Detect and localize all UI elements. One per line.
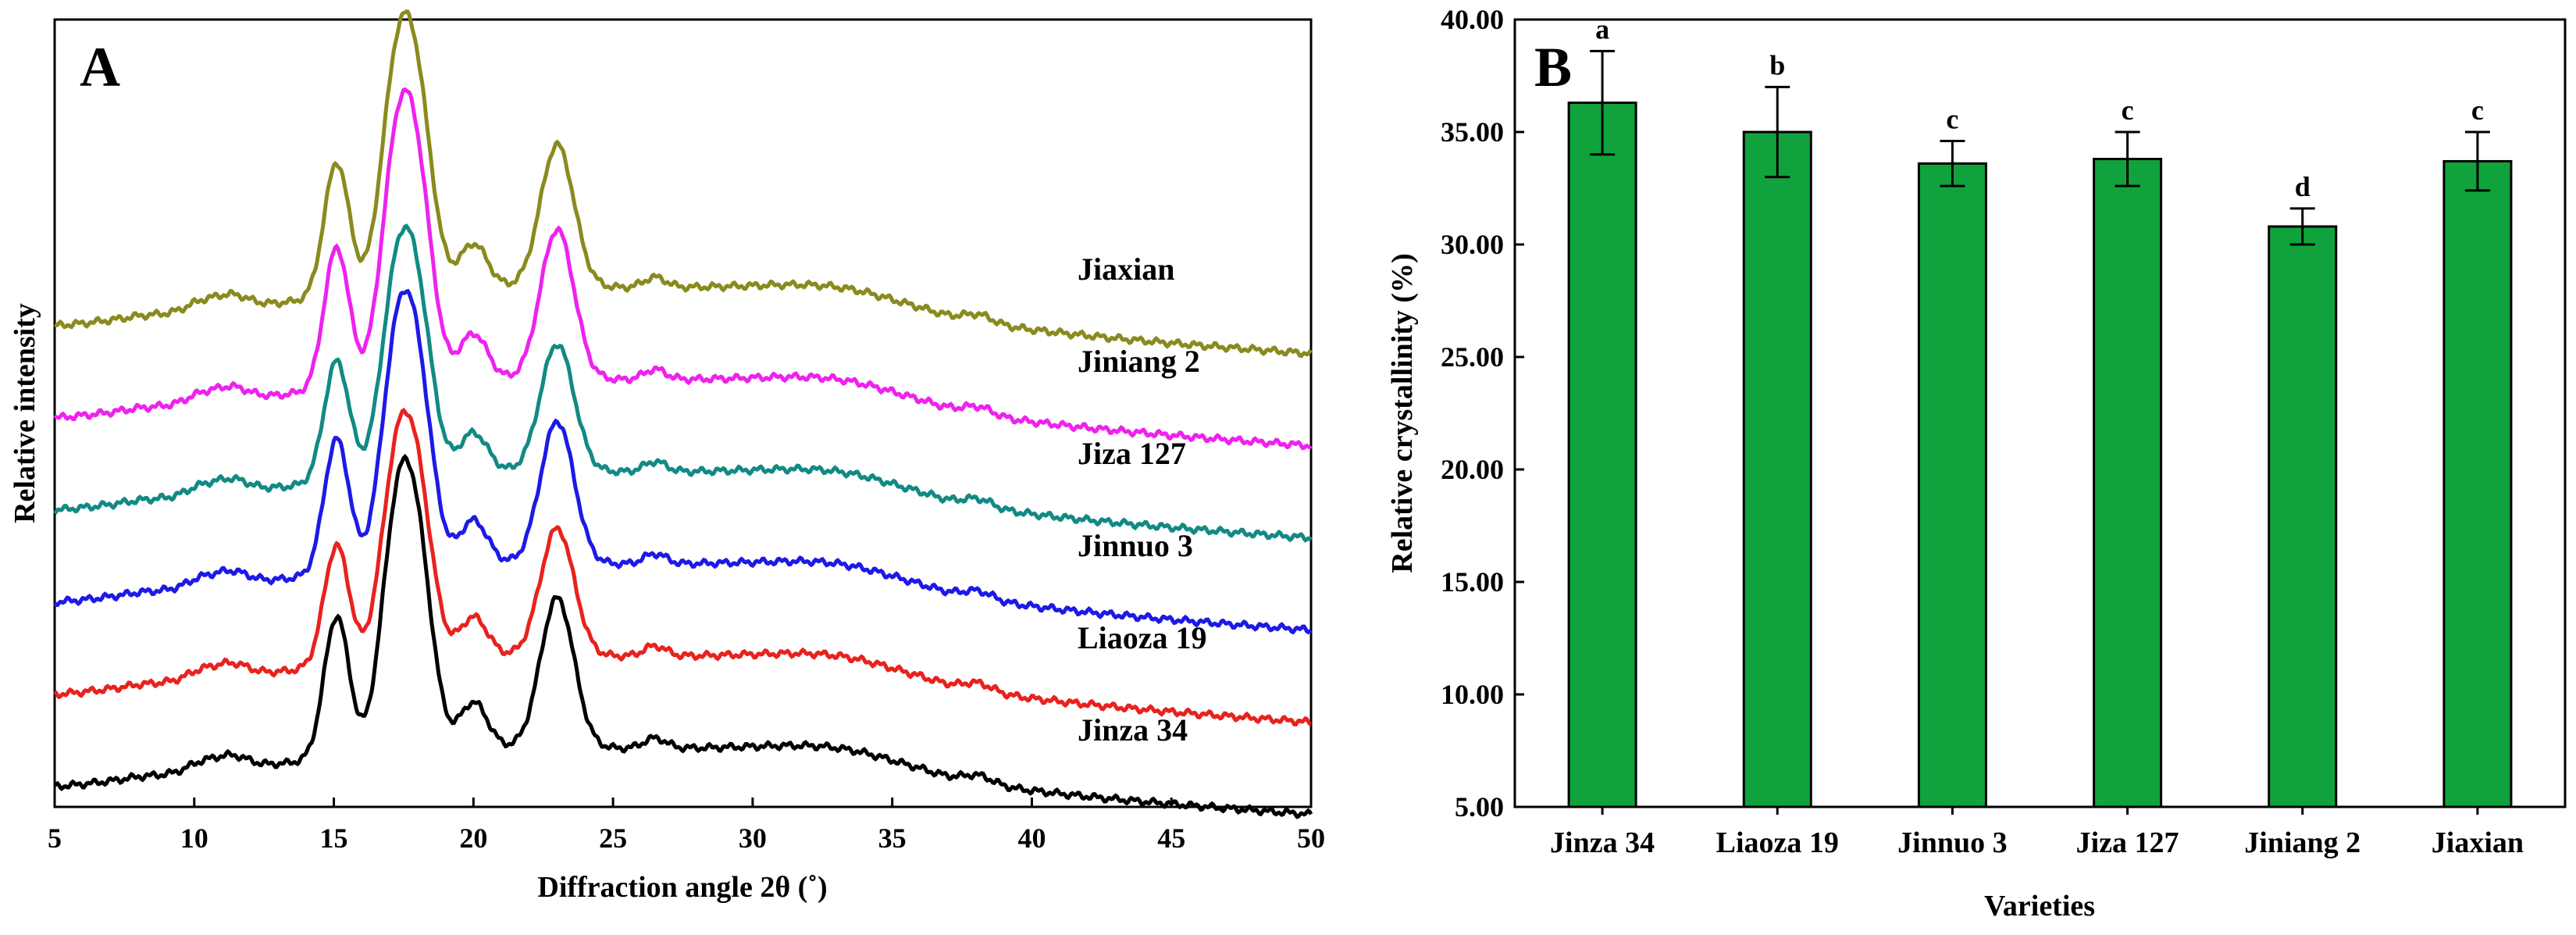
significance-letter: a — [1595, 13, 1609, 45]
panel-b-letter: B — [1534, 36, 1572, 98]
panel-b-y-tick-label: 40.00 — [1441, 4, 1504, 35]
crystallinity-bar — [1742, 130, 1812, 808]
panel-a-plot-frame — [53, 18, 1313, 808]
xrd-series-label: Jiza 127 — [1078, 436, 1186, 471]
xrd-series-label: Liaoza 19 — [1078, 620, 1207, 655]
panel-a-x-tick-label: 25 — [599, 823, 627, 854]
bar-category-label: Jinnuo 3 — [1897, 826, 2007, 859]
panel-b-x-axis-title: Varieties — [1984, 890, 2095, 923]
panel-a-y-axis-title: Relative intensity — [9, 303, 41, 523]
xrd-series-label: Jiniang 2 — [1078, 344, 1200, 379]
panel-a-x-tick-label: 50 — [1297, 823, 1325, 854]
crystallinity-bar — [2442, 159, 2513, 808]
panel-a-x-tick-label: 45 — [1157, 823, 1185, 854]
panel-a-x-tick-label: 10 — [180, 823, 208, 854]
panel-a-x-ticks: 5 10 15 20 25 30 35 40 45 50 — [48, 798, 1325, 854]
crystallinity-bar — [2268, 225, 2338, 808]
significance-letter: b — [1769, 49, 1785, 80]
panel-b-y-tick-label: 35.00 — [1441, 116, 1504, 148]
bar-category-label: Jiniang 2 — [2244, 826, 2360, 859]
panel-a-x-tick-label: 15 — [320, 823, 348, 854]
panel-a-series — [52, 9, 1313, 819]
panel-b-bars: a b c c d c — [1567, 13, 2513, 808]
panel-b-plot-frame — [1513, 18, 2567, 808]
xrd-series-label: Jiaxian — [1078, 252, 1174, 287]
xrd-series-line — [52, 288, 1313, 635]
bar-category-label: Jiza 127 — [2076, 826, 2179, 859]
panel-a-x-tick-label: 30 — [739, 823, 767, 854]
bar-category-label: Liaoza 19 — [1716, 826, 1839, 859]
panel-b-y-ticks: 5.00 10.00 15.00 20.00 25.00 30.00 35.00 40.00 — [1441, 4, 1524, 823]
bar-category-label: Jinza 34 — [1550, 826, 1655, 859]
panel-b-category-labels: Jinza 34 Liaoza 19 Jinnuo 3 Jiza 127 Jiniang… — [1550, 807, 2524, 859]
panel-a-x-tick-label: 35 — [878, 823, 907, 854]
panel-a-x-tick-label: 40 — [1017, 823, 1046, 854]
panel-a-x-tick-label: 5 — [48, 823, 62, 854]
panel-b-y-tick-label: 5.00 — [1455, 791, 1504, 823]
panel-a-x-tick-label: 20 — [459, 823, 487, 854]
panel-b-crystallinity-chart: B 5.00 10.00 15.00 20.00 25.00 30.00 35.00 40.0… — [1386, 4, 2567, 923]
panel-b-y-tick-label: 25.00 — [1441, 341, 1504, 373]
xrd-series-line — [53, 453, 1313, 819]
bar-category-label: Jiaxian — [2432, 826, 2524, 859]
panel-a-series-labels: Jinza 34 Liaoza 19 Jinnuo 3 Jiza 127 Jiniang… — [1078, 252, 1207, 748]
xrd-series-line — [53, 9, 1313, 359]
xrd-series-line — [53, 407, 1312, 727]
panel-b-y-tick-label: 30.00 — [1441, 229, 1504, 260]
panel-b-y-tick-label: 10.00 — [1441, 679, 1504, 710]
xrd-series-label: Jinnuo 3 — [1078, 528, 1193, 563]
crystallinity-bar — [1917, 162, 1987, 808]
significance-letter: c — [2471, 95, 2484, 126]
panel-a-letter: A — [80, 36, 120, 98]
xrd-series-label: Jinza 34 — [1078, 712, 1188, 748]
panel-b-y-tick-label: 15.00 — [1441, 566, 1504, 598]
significance-letter: c — [2122, 95, 2134, 126]
panel-a-x-axis-title: Diffraction angle 2θ (˚) — [537, 871, 827, 904]
crystallinity-bar — [2093, 158, 2163, 808]
xrd-series-line — [53, 87, 1313, 451]
xrd-series-line — [53, 223, 1313, 543]
panel-b-y-axis-title: Relative crystallinity (%) — [1386, 253, 1419, 573]
panel-b-y-tick-label: 20.00 — [1441, 454, 1504, 485]
crystallinity-bar — [1567, 102, 1637, 808]
significance-letter: d — [2295, 171, 2311, 202]
significance-letter: c — [1946, 104, 1958, 135]
